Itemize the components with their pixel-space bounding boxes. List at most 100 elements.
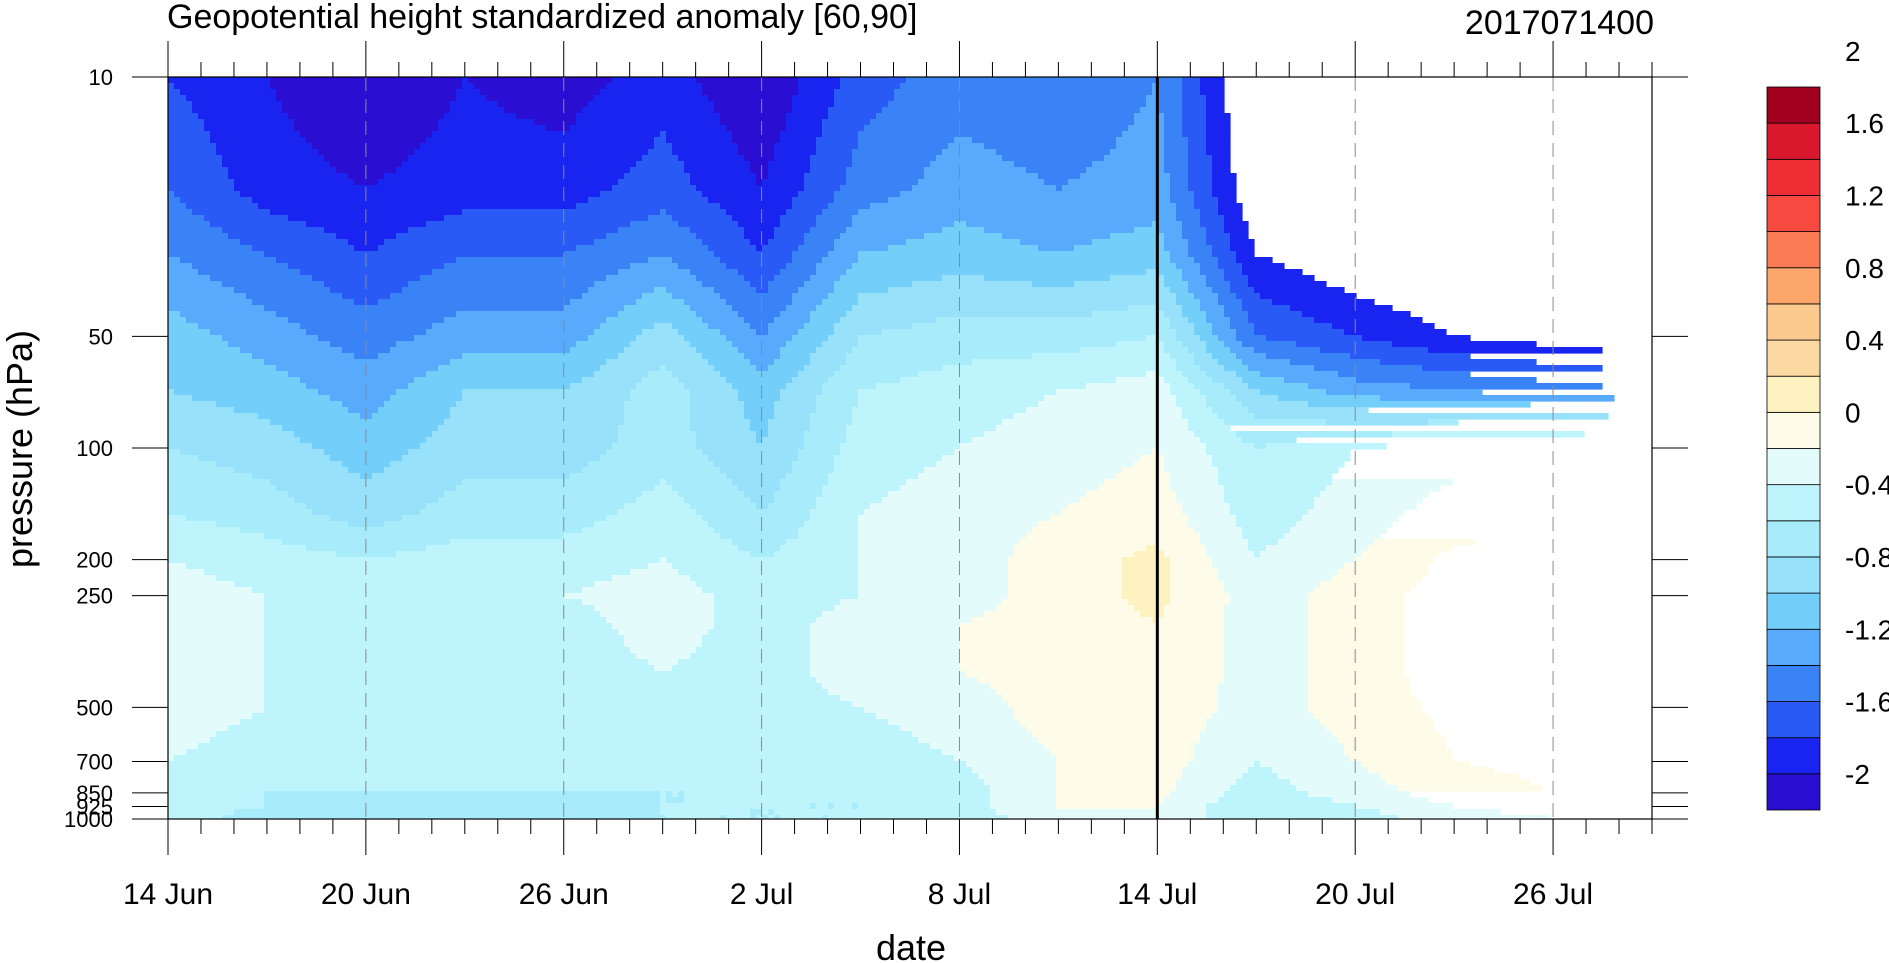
contour-cell: [624, 173, 691, 180]
contour-cell: [1080, 497, 1177, 504]
contour-cell: [684, 797, 991, 804]
contour-cell: [726, 815, 751, 819]
contour-cell: [252, 587, 583, 594]
contour-cell: [312, 443, 421, 450]
contour-cell: [1164, 455, 1213, 462]
contour-cell: [168, 275, 211, 282]
contour-cell: [168, 119, 205, 126]
y-tick-label: 100: [76, 436, 113, 461]
contour-cell: [168, 593, 265, 600]
contour-cell: [264, 623, 613, 630]
contour-cell: [168, 701, 265, 708]
date-stamp: 2017071400: [1465, 4, 1654, 42]
contour-cell: [690, 503, 757, 510]
contour-cell: [264, 593, 565, 600]
contour-cell: [1008, 581, 1123, 588]
contour-cell: [636, 653, 691, 660]
contour-cell: [354, 245, 379, 252]
y-tick-label: 850: [76, 781, 113, 806]
contour-cell: [1128, 599, 1171, 606]
contour-cell: [1170, 179, 1189, 186]
contour-cell: [168, 125, 205, 132]
contour-cell: [768, 809, 775, 816]
contour-cell: [714, 611, 823, 618]
contour-cell: [654, 137, 667, 144]
contour-cell: [168, 293, 247, 300]
contour-cell: [810, 647, 961, 654]
contour-cell: [756, 431, 769, 438]
contour-cell: [822, 125, 865, 132]
colorbar-swatch: [1766, 701, 1821, 739]
contour-cell: [792, 467, 835, 474]
contour-cell: [1044, 179, 1069, 186]
contour-cell: [450, 407, 625, 414]
contour-cell: [930, 161, 1015, 168]
contour-cell: [696, 77, 799, 84]
contour-cell: [726, 377, 793, 384]
contour-cell: [648, 563, 673, 570]
contour-cell: [654, 665, 673, 672]
contour-cell: [1224, 581, 1321, 588]
contour-cell: [1308, 695, 1417, 702]
contour-cell: [858, 209, 1177, 216]
contour-cell: [1200, 77, 1225, 84]
contour-cell: [636, 335, 685, 342]
contour-cell: [168, 443, 313, 450]
contour-cell: [198, 323, 301, 330]
contour-cell: [846, 359, 973, 366]
contour-cell: [1218, 683, 1309, 690]
contour-cell: [1182, 119, 1207, 126]
contour-cell: [348, 407, 379, 414]
y-tick-label: 200: [76, 548, 113, 573]
contour-cell: [276, 95, 457, 102]
contour-cell: [168, 455, 199, 462]
contour-cell: [756, 179, 763, 186]
contour-cell: [804, 437, 847, 444]
contour-cell: [168, 629, 265, 636]
contour-cell: [996, 425, 1189, 432]
contour-cell: [168, 761, 967, 768]
contour-cell: [1152, 617, 1159, 624]
contour-cell: [972, 437, 1201, 444]
contour-cell: [840, 233, 925, 240]
contour-cell: [1242, 305, 1291, 312]
contour-cell: [834, 461, 937, 468]
contour-cell: [318, 389, 397, 396]
contour-cell: [1032, 281, 1075, 288]
contour-cell: [408, 449, 607, 456]
contour-cell: [864, 707, 1015, 714]
contour-cell: [1170, 791, 1225, 798]
contour-cell: [918, 473, 1117, 480]
contour-cell: [804, 281, 835, 288]
contour-cell: [1212, 155, 1231, 162]
contour-cell: [1146, 269, 1159, 276]
contour-cell: [720, 371, 799, 378]
contour-cell: [264, 635, 625, 642]
contour-cell: [1092, 161, 1165, 168]
contour-cell: [168, 263, 193, 270]
contour-cell: [1278, 773, 1381, 780]
contour-cell: [1008, 701, 1219, 708]
contour-cell: [882, 329, 1177, 336]
contour-cell: [456, 257, 649, 264]
contour-cell: [1266, 335, 1363, 342]
contour-cell: [1308, 641, 1405, 648]
contour-cell: [1242, 263, 1285, 270]
contour-cell: [168, 479, 271, 486]
contour-cell: [582, 599, 715, 606]
contour-cell: [1224, 623, 1309, 630]
contour-cell: [576, 341, 631, 348]
contour-cell: [1134, 461, 1165, 468]
contour-cell: [792, 95, 835, 102]
contour-cell: [654, 143, 673, 150]
contour-cell: [168, 497, 295, 504]
contour-cell: [1248, 539, 1279, 546]
contour-cell: [168, 407, 235, 414]
contour-cell: [390, 347, 571, 354]
contour-cell: [1188, 347, 1207, 354]
contour-cell: [1122, 587, 1171, 594]
contour-cell: [1224, 641, 1309, 648]
contour-cell: [306, 137, 427, 144]
contour-cell: [342, 401, 385, 408]
contour-cell: [780, 485, 823, 492]
